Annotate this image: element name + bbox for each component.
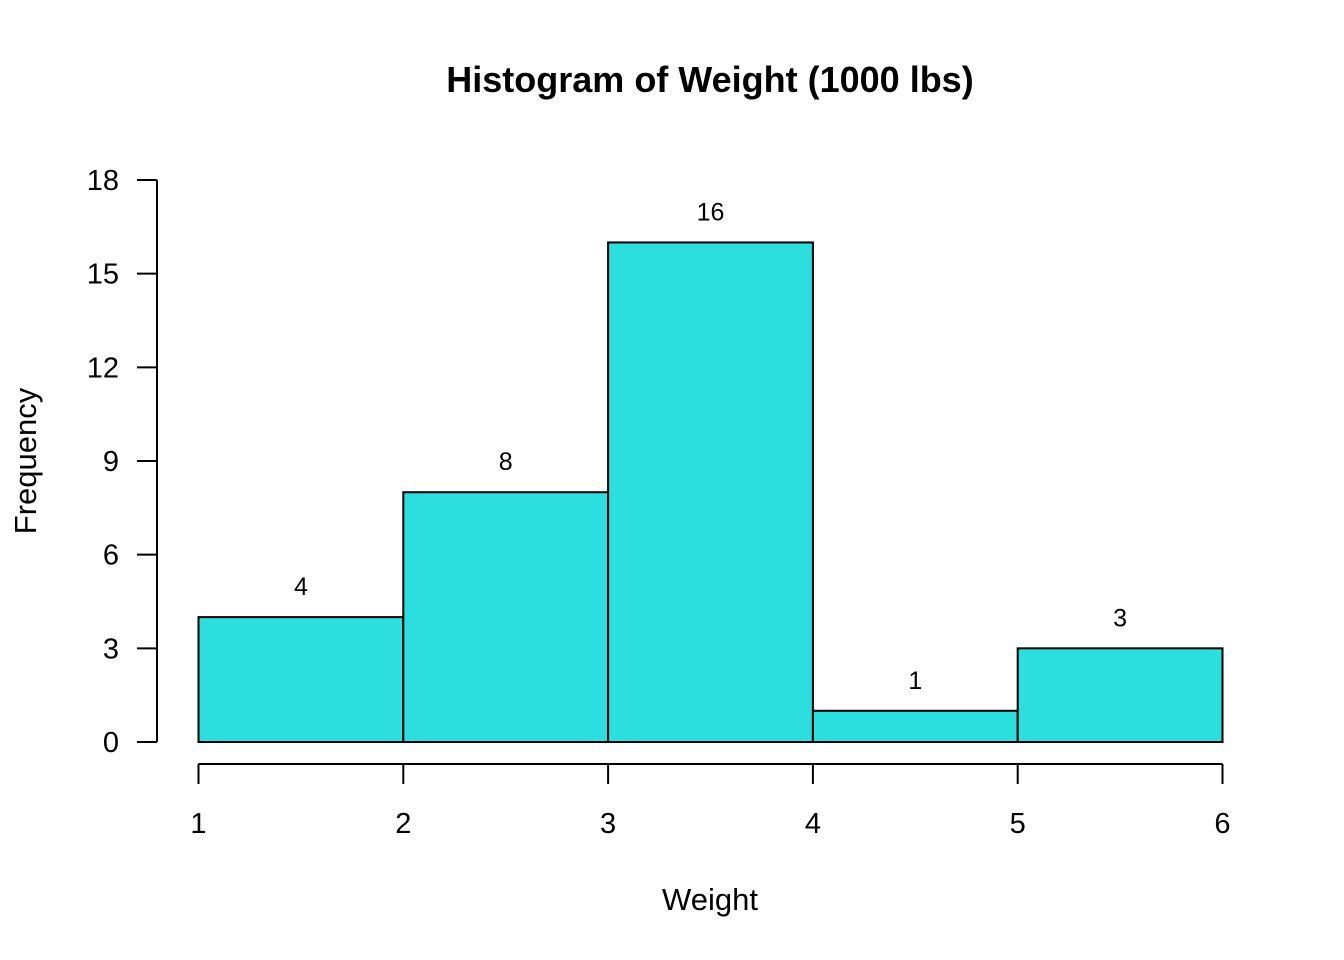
x-axis: 1 2 3 4 5 6 <box>190 763 1231 840</box>
x-axis-label: Weight <box>662 882 758 917</box>
data-label-5: 3 <box>1113 604 1127 632</box>
x-tick-label-3: 3 <box>600 808 616 840</box>
y-tick-label-18: 18 <box>87 165 119 197</box>
y-tick-label-6: 6 <box>103 540 119 572</box>
bar-2 <box>402 491 610 743</box>
x-tick-label-6: 6 <box>1214 808 1230 840</box>
y-axis-label: Frequency <box>8 387 43 534</box>
y-tick-label-0: 0 <box>103 727 119 759</box>
data-label-4: 1 <box>908 667 922 695</box>
bars: 4 8 16 1 3 <box>197 198 1224 743</box>
y-tick-label-3: 3 <box>103 633 119 665</box>
y-tick-label-12: 12 <box>87 352 119 384</box>
x-tick-label-1: 1 <box>190 808 206 840</box>
y-tick-label-9: 9 <box>103 446 119 478</box>
bar-3 <box>607 241 814 743</box>
y-tick-label-15: 15 <box>87 259 119 291</box>
data-label-1: 4 <box>294 573 308 601</box>
bar-1 <box>197 616 405 743</box>
bar-4 <box>811 709 1019 743</box>
x-tick-label-5: 5 <box>1010 808 1026 840</box>
x-tick-label-2: 2 <box>395 808 411 840</box>
y-axis: 0 3 6 9 12 15 18 <box>87 165 158 759</box>
bar-5 <box>1016 647 1224 743</box>
chart-title: Histogram of Weight (1000 lbs) <box>446 59 973 100</box>
data-label-2: 8 <box>499 448 513 476</box>
x-tick-label-4: 4 <box>805 808 821 840</box>
data-label-3: 16 <box>697 198 725 226</box>
